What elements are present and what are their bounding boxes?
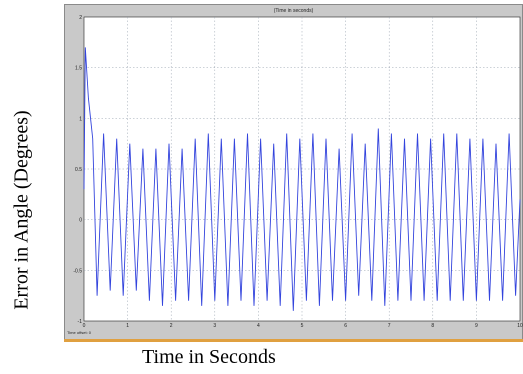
x-tick-label: 4	[257, 323, 260, 329]
series-line	[83, 47, 521, 311]
x-tick-label: 7	[388, 323, 391, 329]
x-axis-label: Time in Seconds	[142, 346, 276, 368]
x-tick-label: 2	[170, 323, 173, 329]
plot-svg: 0 1 2 3 4 5 6 7 8 9 10 2 1.5 1 0.5 0 -0.5 -1	[73, 15, 523, 329]
scope-title: (Time in seconds)	[273, 8, 314, 14]
y-tick-label: -1	[78, 319, 83, 325]
x-tick-label: 9	[475, 323, 478, 329]
y-axis-label: Error in Angle (Degrees)	[10, 110, 33, 310]
x-tick-label: 5	[301, 323, 304, 329]
y-tick-label: 2	[79, 15, 82, 21]
y-tick-label: 1	[79, 116, 82, 122]
x-tick-label: 0	[83, 323, 86, 329]
y-tick-label: 0.5	[75, 167, 82, 173]
accent-strip	[64, 339, 523, 342]
x-tick-label: 10	[517, 323, 523, 329]
scope-window: (Time in seconds) 0 1 2 3 4 5 6 7 8 9 10 2 1.5 1 0.5 0-…	[64, 4, 523, 341]
x-tick-label: 6	[344, 323, 347, 329]
grid	[84, 17, 520, 321]
x-tick-label: 8	[431, 323, 434, 329]
x-tick-label: 3	[213, 323, 216, 329]
x-tick-label: 1	[126, 323, 129, 329]
y-tick-label: 1.5	[75, 66, 82, 72]
y-tick-label: -0.5	[73, 268, 82, 274]
time-offset-label: Time offset: 0	[67, 330, 92, 335]
tick-labels: 0 1 2 3 4 5 6 7 8 9 10 2 1.5 1 0.5 0 -0.5 -1	[73, 15, 523, 329]
y-tick-label: 0	[79, 218, 82, 224]
y-axis-label-wrap: Error in Angle (Degrees)	[10, 70, 34, 350]
